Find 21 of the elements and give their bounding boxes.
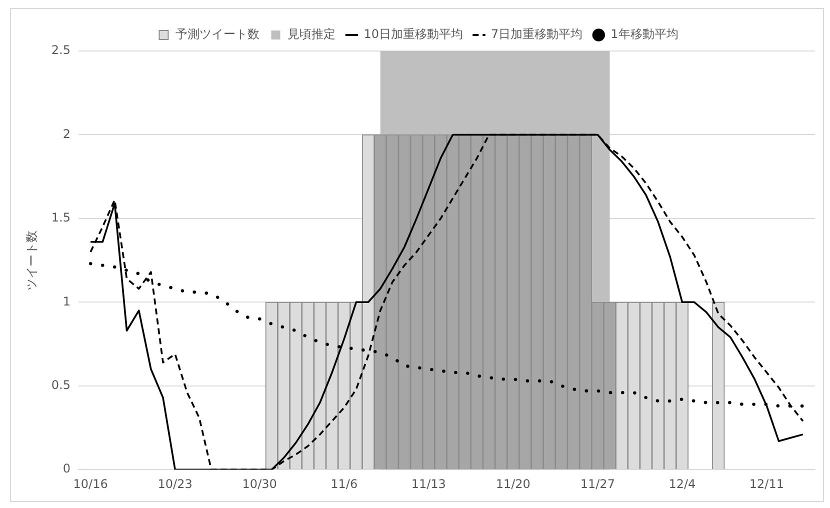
- y-tick-label: 0: [62, 462, 70, 476]
- x-tick-label: 10/30: [242, 476, 277, 491]
- y-tick-label: 1.5: [51, 210, 70, 225]
- legend-label: 予測ツイート数: [176, 27, 260, 42]
- legend-label: 10日加重移動平均: [364, 27, 464, 42]
- y-tick-label: 1: [62, 294, 70, 308]
- y-tick-label: 2: [62, 126, 70, 141]
- legend-label: 7日加重移動平均: [491, 27, 583, 42]
- x-tick-label: 11/13: [411, 476, 446, 491]
- x-tick-label: 12/11: [749, 476, 784, 491]
- x-tick-label: 11/6: [330, 476, 358, 491]
- x-tick-label: 10/23: [158, 476, 192, 491]
- x-tick-label: 11/27: [580, 476, 615, 491]
- x-tick-label: 10/16: [73, 476, 108, 491]
- x-tick-label: 12/4: [668, 476, 696, 491]
- y-axis-title: ツイート数: [24, 230, 38, 290]
- legend-label: 見頃推定: [288, 27, 336, 42]
- y-tick-label: 2.5: [51, 43, 70, 58]
- y-tick-label: 0.5: [51, 378, 70, 392]
- legend-label: 1年移動平均: [610, 27, 678, 42]
- x-tick-label: 11/20: [496, 476, 530, 491]
